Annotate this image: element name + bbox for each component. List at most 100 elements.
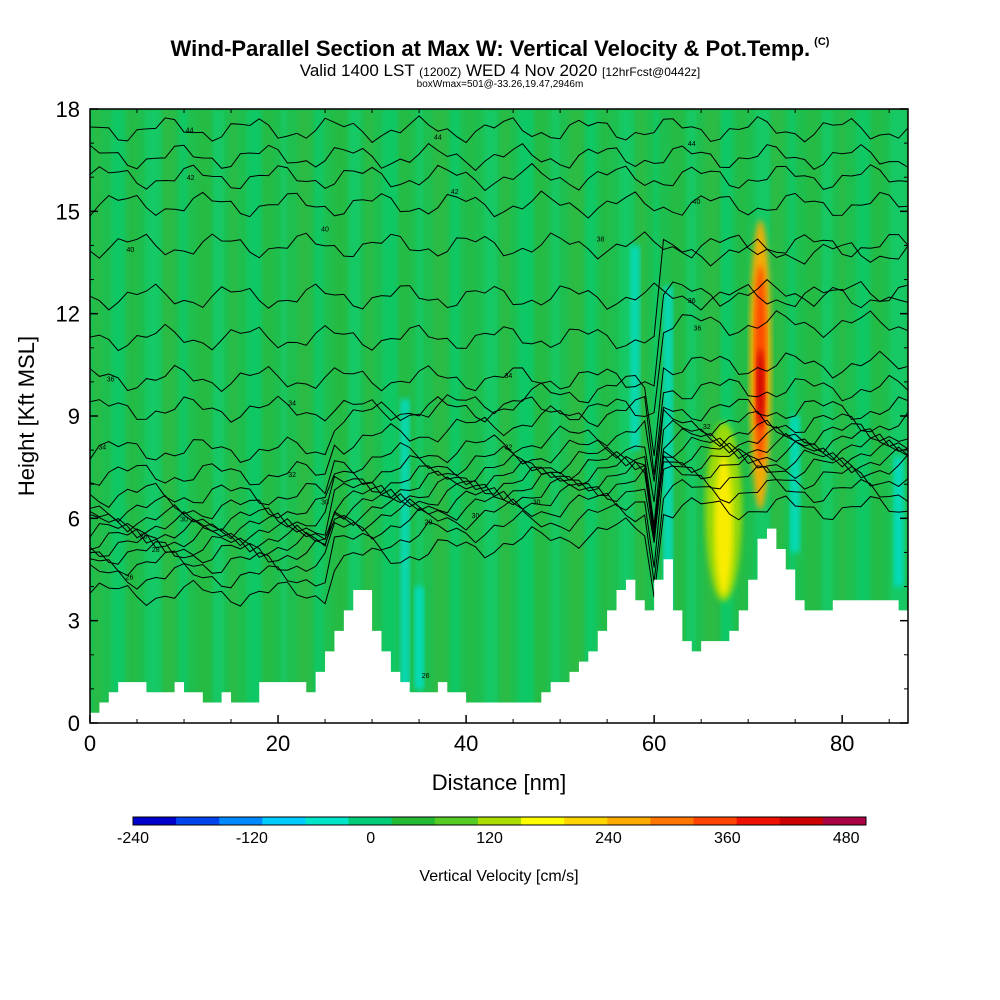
velocity-streak <box>263 109 274 723</box>
velocity-streak <box>348 109 361 723</box>
theta-contour-label: 40 <box>127 247 135 254</box>
colorbar-swatch <box>176 817 220 825</box>
velocity-streak <box>653 109 660 723</box>
theta-contour-label: 42 <box>451 189 459 196</box>
velocity-streak <box>416 109 424 723</box>
theta-contour-label: 26 <box>422 673 430 680</box>
theta-contour <box>90 432 908 547</box>
velocity-streak <box>856 109 870 723</box>
theta-contour-label: 34 <box>98 445 106 452</box>
theta-contour-label: 40 <box>321 226 329 233</box>
theta-contour <box>90 190 908 219</box>
velocity-streak <box>517 109 534 723</box>
velocity-streak <box>771 109 783 723</box>
colorbar-swatch <box>650 817 695 825</box>
theta-contour <box>90 446 908 558</box>
colorbar-swatch <box>133 817 177 825</box>
theta-contour-label: 34 <box>288 400 296 407</box>
colorbar-swatch <box>305 817 350 825</box>
velocity-streak <box>873 109 883 723</box>
colorbar-tick-label: 240 <box>595 830 622 847</box>
colorbar-tick-label: 360 <box>714 830 741 847</box>
theta-contour-label: 40 <box>693 199 701 206</box>
x-tick-label: 40 <box>454 731 478 756</box>
colorbar-swatch <box>779 817 824 825</box>
velocity-streak <box>805 109 820 723</box>
velocity-streak <box>179 109 188 723</box>
theta-contour <box>90 282 908 311</box>
theta-contour <box>90 425 908 540</box>
theta-contour-label: 42 <box>187 175 195 182</box>
colorbar-tick-label: -120 <box>236 830 268 847</box>
velocity-streak <box>382 109 398 723</box>
theta-contour <box>90 350 908 463</box>
colorbar-label: Vertical Velocity [cm/s] <box>419 868 578 885</box>
theta-contour <box>90 278 908 393</box>
y-tick-label: 15 <box>56 199 80 224</box>
colorbar-swatch <box>521 817 565 825</box>
theta-contour-label: 30 <box>180 516 188 523</box>
theta-contour-label: 32 <box>703 424 711 431</box>
velocity-streak <box>365 109 374 723</box>
velocity-streak <box>297 109 311 723</box>
theta-contour <box>90 162 908 192</box>
chart-subtitle-box: boxWmax=501@-33.26,19.47,2946m <box>416 79 584 90</box>
y-tick-label: 6 <box>68 506 80 531</box>
velocity-streak <box>839 109 846 723</box>
velocity-streak <box>619 109 634 723</box>
velocity-streak <box>433 109 448 723</box>
colorbar-tick-label: -240 <box>117 830 149 847</box>
velocity-streak <box>670 109 684 723</box>
theta-contour <box>90 142 908 172</box>
downdraft-streak <box>893 456 904 587</box>
colorbar-swatch <box>262 817 306 825</box>
terrain-mask <box>90 528 908 723</box>
x-tick-label: 20 <box>266 731 290 756</box>
colorbar-swatch <box>477 817 522 825</box>
theta-contour-label: 44 <box>186 127 194 134</box>
theta-contour-label: 28 <box>140 533 148 540</box>
velocity-streak <box>822 109 833 723</box>
y-tick-label: 3 <box>68 609 80 634</box>
velocity-streak <box>247 109 262 723</box>
theta-contour <box>90 465 908 577</box>
velocity-streak <box>500 109 510 723</box>
theta-contour-label: 34 <box>505 373 513 380</box>
colorbar-tick-label: 0 <box>366 830 375 847</box>
chart-subtitle: Valid 1400 LST (1200Z) WED 4 Nov 2020 [1… <box>299 61 701 80</box>
theta-contour-label: 36 <box>693 325 701 332</box>
x-tick-label: 80 <box>830 731 854 756</box>
velocity-streak <box>314 109 324 723</box>
y-axis-label: Height [Kft MSL] <box>14 336 39 496</box>
velocity-streak <box>585 109 597 723</box>
theta-contour-label: 26 <box>126 574 134 581</box>
colorbar-tick-label: 120 <box>476 830 503 847</box>
velocity-streak <box>230 109 238 723</box>
theta-contour <box>90 374 908 486</box>
y-tick-label: 18 <box>56 97 80 122</box>
velocity-streak <box>737 109 746 723</box>
theta-contour-label: 30 <box>533 499 541 506</box>
theta-contour <box>90 310 908 423</box>
x-tick-label: 60 <box>642 731 666 756</box>
colorbar-swatch <box>391 817 436 825</box>
velocity-streak <box>128 109 138 723</box>
colorbar: -240 -120 0 120 240 360 480 <box>117 816 867 847</box>
colorbar-swatch <box>607 817 651 825</box>
theta-contour-label: 44 <box>688 141 696 148</box>
velocity-streak <box>568 109 584 723</box>
velocity-streak <box>145 109 162 723</box>
downdraft-streak <box>399 398 410 696</box>
x-axis-label: Distance [nm] <box>432 770 567 795</box>
theta-contour <box>90 231 908 260</box>
theta-contour-label: 38 <box>597 237 605 244</box>
theta-contour-label: 32 <box>505 445 513 452</box>
colorbar-swatch <box>822 817 867 825</box>
y-tick-label: 0 <box>68 711 80 736</box>
velocity-streak <box>280 109 287 723</box>
theta-contour-label: 44 <box>434 134 442 141</box>
updraft-core-max <box>756 348 765 429</box>
theta-contour-label: 36 <box>107 376 115 383</box>
velocity-streak <box>111 109 125 723</box>
